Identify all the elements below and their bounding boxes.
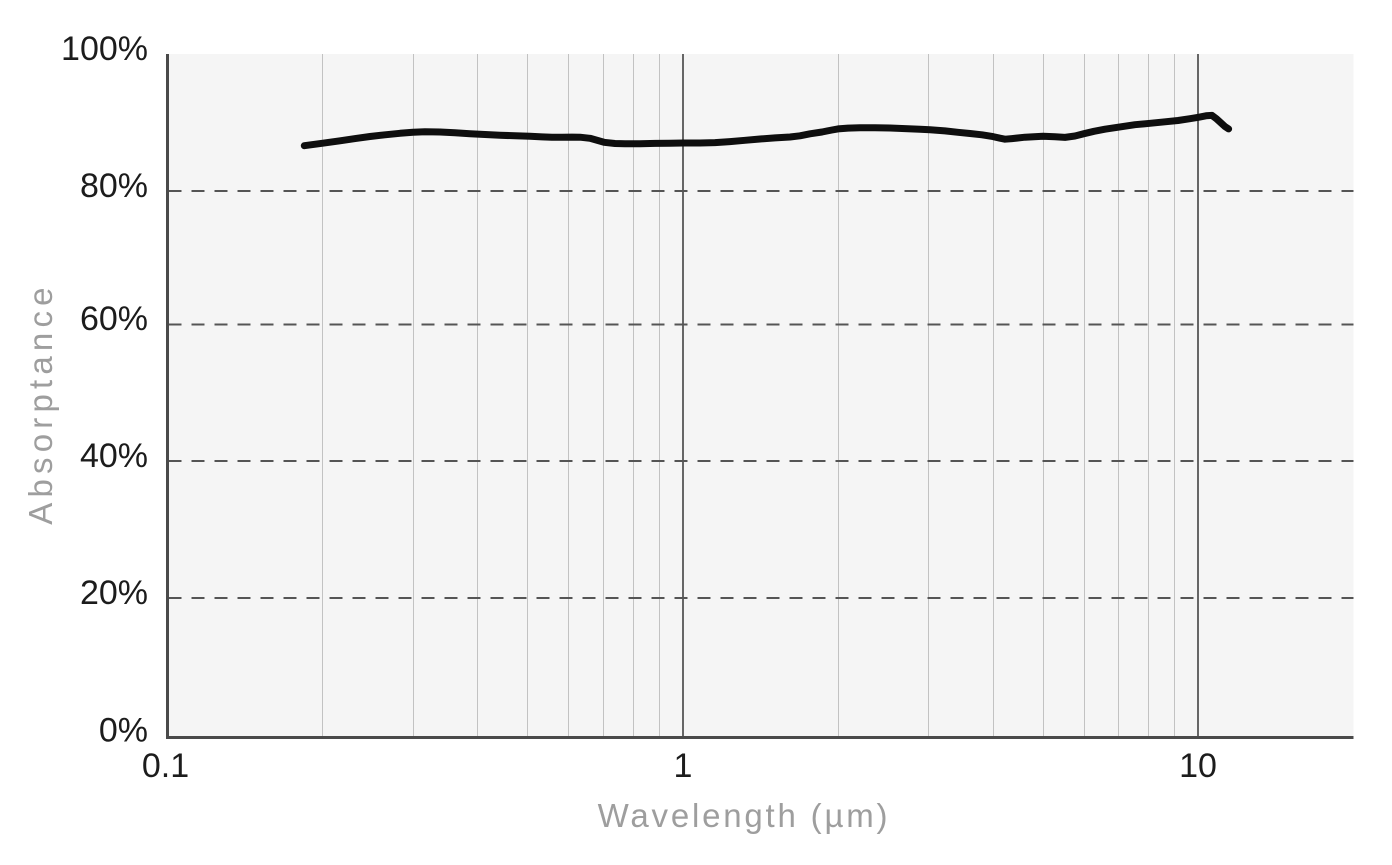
svg-text:0%: 0% [99, 712, 148, 750]
svg-text:40%: 40% [80, 437, 148, 475]
svg-text:Wavelength (µm): Wavelength (µm) [598, 797, 891, 834]
svg-text:100%: 100% [61, 30, 148, 68]
svg-text:20%: 20% [80, 574, 148, 612]
svg-text:80%: 80% [80, 167, 148, 205]
svg-text:60%: 60% [80, 300, 148, 338]
svg-text:10: 10 [1179, 747, 1217, 785]
svg-text:Absorptance: Absorptance [22, 282, 59, 525]
svg-text:1: 1 [674, 747, 693, 785]
svg-text:0.1: 0.1 [142, 747, 189, 785]
